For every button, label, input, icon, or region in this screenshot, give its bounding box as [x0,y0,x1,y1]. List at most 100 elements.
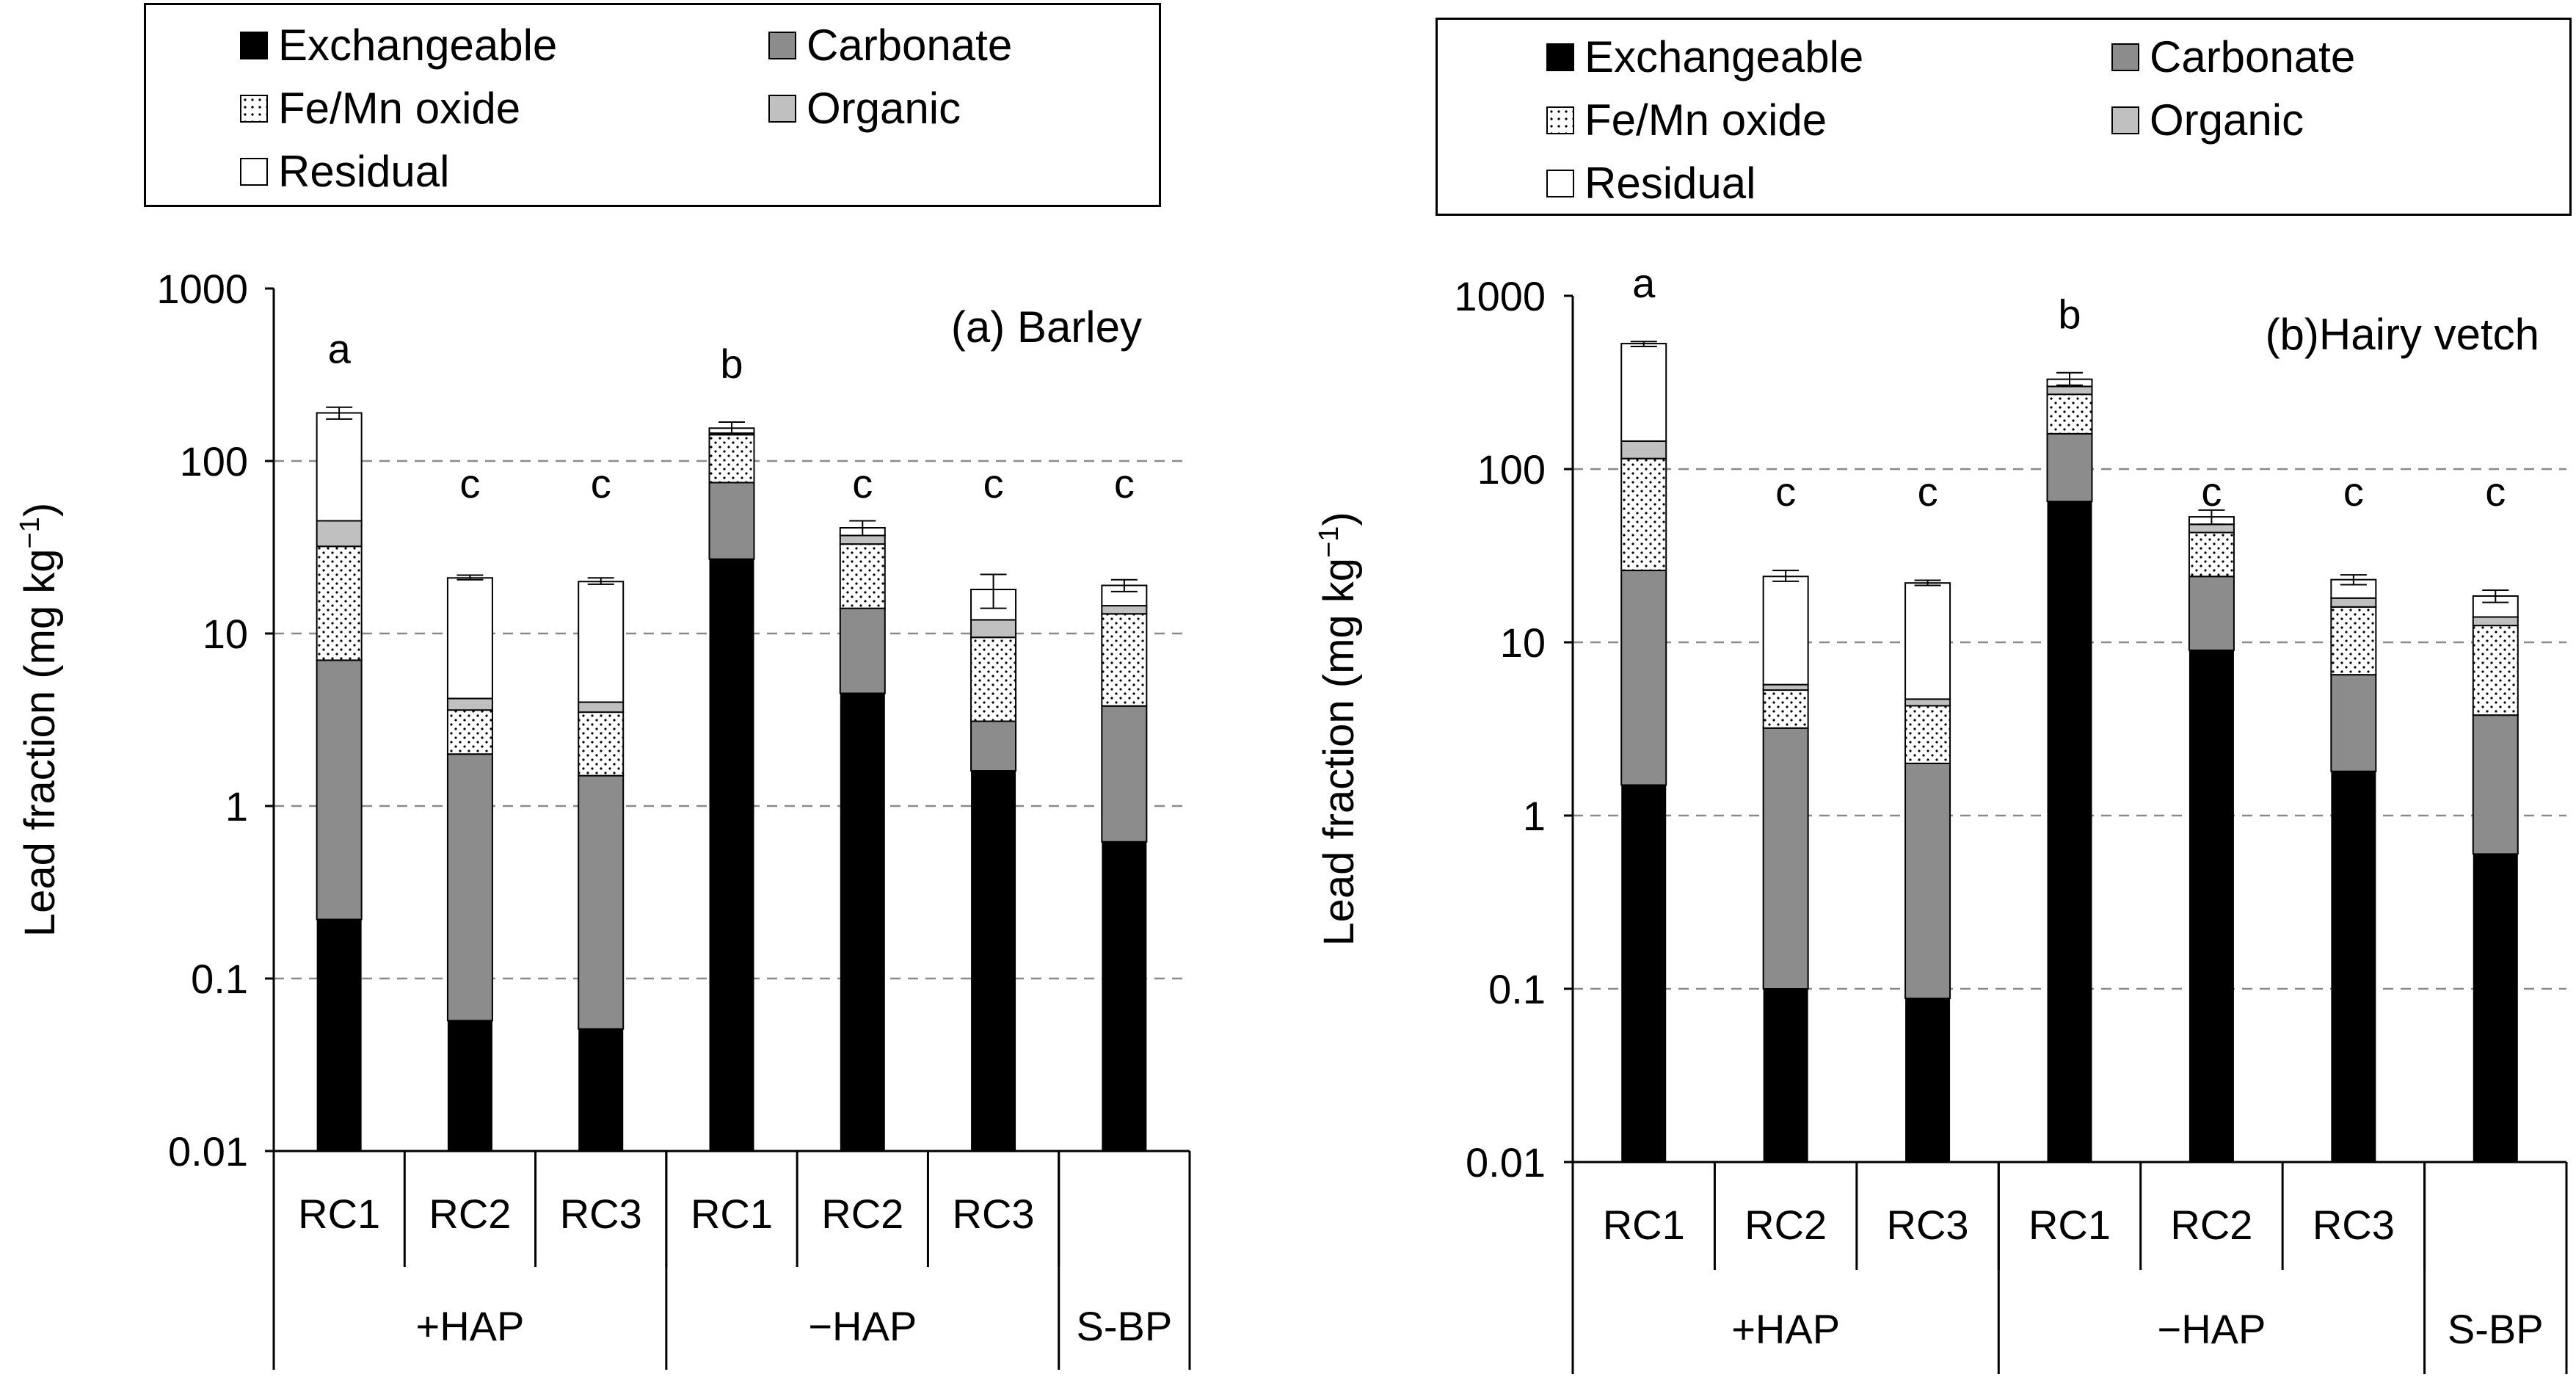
legend-item-organic: Organic [2111,95,2304,145]
legend-label-exchangeable: Exchangeable [278,21,558,70]
legend-a: Exchangeable Carbonate Fe/Mn oxide Organ… [144,3,1161,207]
legend-label-carbonate: Carbonate [2150,32,2356,81]
bar-segment-femn [2046,393,2093,435]
bar-segment-femn [1904,705,1951,764]
y-tick-label: 10 [1500,620,1546,666]
significance-letter: c [2343,468,2364,515]
bar-segment-exchangeable [2188,650,2234,1162]
bar-segment-femn [2472,625,2519,716]
bar-segment-organic [1620,440,1667,460]
legend-item-carbonate: Carbonate [2111,32,2355,82]
bar-segment-residual [1762,576,1809,686]
y-tick-label: 10 [203,611,248,657]
significance-letter: c [983,460,1004,507]
bar-segment-femn [1620,457,1667,572]
group-label: +HAP [415,1303,524,1349]
bar-segment-organic [578,701,625,714]
bar-segment-organic [1762,683,1809,691]
bar-segment-organic [2330,597,2377,608]
legend-item-femn: Fe/Mn oxide [240,83,520,134]
legend-label-residual: Residual [1584,159,1756,208]
legend-swatch-residual [1546,169,1574,197]
legend-swatch-residual [240,157,268,186]
bar-segment-exchangeable [578,1028,624,1151]
bar-segment-carbonate [839,607,886,694]
bar-segment-femn [578,711,625,777]
bar-segment-organic [839,534,886,545]
y-tick-label: 100 [1477,446,1546,493]
bar-segment-exchangeable [1102,841,1147,1151]
bar-segment-carbonate [316,659,363,921]
bar-segment-exchangeable [1621,785,1667,1162]
legend-item-organic: Organic [768,83,961,134]
bar-segment-carbonate [2046,432,2093,503]
bar-segment-carbonate [446,753,493,1022]
bar-segment-exchangeable [709,559,754,1151]
y-tick-label: 0.01 [1466,1139,1546,1186]
legend-swatch-exchangeable [240,31,268,59]
legend-label-residual: Residual [278,147,450,196]
y-tick-label: 1000 [156,266,248,312]
bar-segment-exchangeable [316,919,362,1151]
bar-segment-organic [1904,698,1951,707]
significance-letter: a [1632,260,1656,306]
y-tick-label: 0.01 [168,1128,248,1175]
bar-segment-exchangeable [1763,989,1808,1162]
bar-segment-carbonate [2472,714,2519,855]
legend-swatch-femn [1546,106,1574,134]
significance-letter: b [720,341,743,387]
legend-item-exchangeable: Exchangeable [1546,32,1863,82]
legend-item-exchangeable: Exchangeable [240,20,557,70]
bar-segment-residual [316,412,363,522]
bar-segment-exchangeable [447,1020,492,1151]
legend-label-organic: Organic [807,84,961,133]
bar-segment-exchangeable [2473,854,2518,1162]
bar-segment-exchangeable [840,693,885,1151]
group-label: S-BP [2448,1306,2544,1352]
chart-barley: 0.01 0.1 1 10 100 1000 Lead fraction (mg kg−1)… [15,266,1191,1370]
legend-label-femn: Fe/Mn oxide [1584,95,1827,145]
legend-label-organic: Organic [2150,95,2304,145]
bar-segment-femn [446,709,493,755]
x-category-label: RC1 [691,1191,773,1237]
group-label: S-BP [1077,1303,1173,1349]
bar-segment-carbonate [1101,705,1148,843]
chart-panel-b: Exchangeable Carbonate Fe/Mn oxide Organ… [1292,0,2576,1394]
bar-segment-residual [2330,578,2377,599]
bar-segment-organic [2046,385,2093,396]
legend-swatch-exchangeable [1546,43,1574,71]
bar-segment-carbonate [970,720,1017,772]
bar-segment-residual [1904,582,1951,700]
legend-item-carbonate: Carbonate [768,20,1012,70]
legend-b: Exchangeable Carbonate Fe/Mn oxide Organ… [1436,18,2572,216]
bar-segment-carbonate [578,774,625,1030]
y-axis-label: Lead fraction (mg kg−1) [1314,512,1363,945]
bar-segment-carbonate [1762,727,1809,990]
chart-hairy-vetch: 0.01 0.1 1 10 100 1000 Lead fraction (mg kg−1)… [1314,260,2568,1374]
y-tick-label: 1 [1523,793,1546,839]
bar-segment-organic [970,619,1017,639]
significance-letter: c [591,460,611,507]
bar-segment-organic [446,697,493,711]
bar-segment-organic [316,520,363,548]
legend-item-femn: Fe/Mn oxide [1546,95,1827,145]
legend-item-residual: Residual [1546,158,1755,208]
significance-letter: c [852,460,873,507]
bar-segment-femn [2330,606,2377,676]
legend-item-residual: Residual [240,146,449,197]
bar-segment-carbonate [1904,762,1951,1000]
bar-segment-femn [316,545,363,661]
significance-letter: c [1918,468,1938,515]
bar-segment-organic [2472,616,2519,627]
x-category-label: RC3 [2313,1202,2395,1248]
legend-swatch-femn [240,94,268,123]
bar-segment-femn [1101,613,1148,707]
bar-segment-exchangeable [2047,501,2092,1162]
x-category-label: RC2 [821,1191,903,1237]
chart-title: (a) Barley [951,302,1142,352]
bar-segment-carbonate [2330,674,2377,772]
significance-letter: c [2485,468,2506,515]
significance-letter: c [2201,468,2222,515]
x-category-label: RC2 [1744,1202,1827,1248]
bar-segment-carbonate [2188,576,2235,651]
